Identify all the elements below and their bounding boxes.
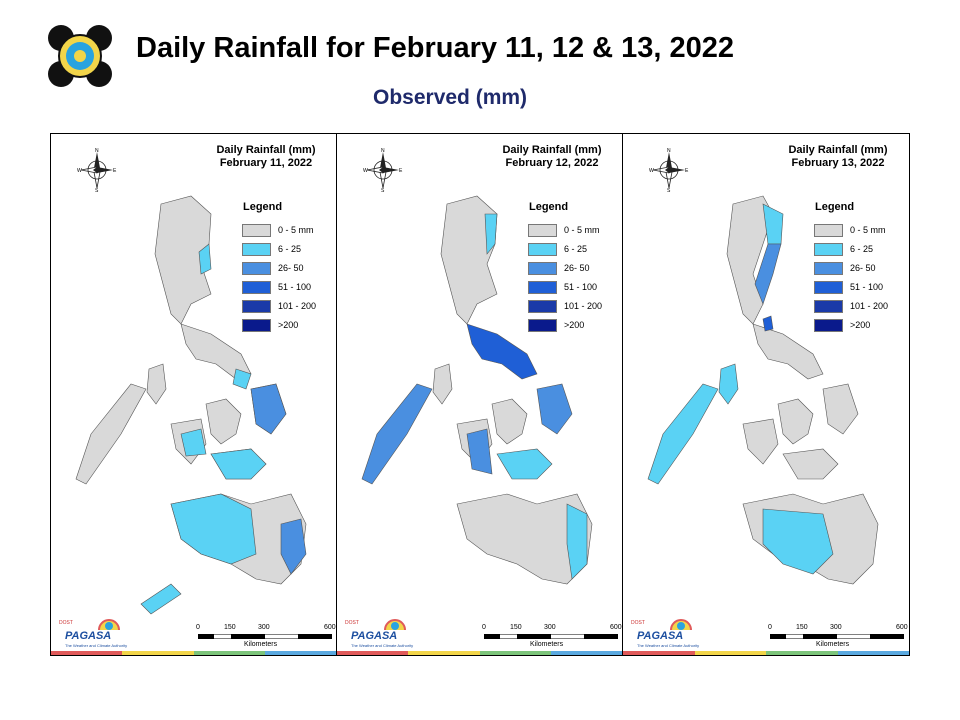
map-title-date: February 11, 2022 [219,157,313,169]
compass-rose-icon: N S W E [77,148,117,194]
map-panel-feb-11: N S W E Daily Rainfall (mm) February 11,… [51,134,337,655]
legend-label: 6 - 25 [564,244,588,254]
pagasa-tagline: The Weather and Climate Authority [65,643,128,648]
map-title-date: February 13, 2022 [791,157,885,169]
map-title-line1: Daily Rainfall (mm) [788,144,888,156]
svg-text:N: N [667,148,671,154]
svg-text:W: W [649,168,654,174]
legend-swatch [242,300,271,313]
compass-rose-icon: N S W E [363,148,403,194]
color-stripe [51,651,336,655]
pagasa-name: PAGASA [637,630,684,642]
scale-tick: 0 [482,624,486,631]
legend-swatch [242,262,271,275]
legend-label: 101 - 200 [850,301,889,311]
scale-tick: 300 [544,624,556,631]
pagasa-prefix: DOST [631,620,645,626]
legend-label: 51 - 100 [850,282,884,292]
legend-label: 0 - 5 mm [564,225,600,235]
scale-tick: 300 [258,624,270,631]
pagasa-logo: DOST PAGASA The Weather and Climate Auth… [343,616,413,650]
compass-w: W [77,168,82,174]
pagasa-logo: DOST PAGASA The Weather and Climate Auth… [57,616,127,650]
legend-label: 6 - 25 [278,244,302,254]
legend-title: Legend [815,201,855,213]
scale-tick: 150 [510,624,522,631]
legend-label: 6 - 25 [850,244,874,254]
svg-text:E: E [399,168,403,174]
legend-swatch [242,243,271,256]
scale-tick: 600 [324,624,336,631]
legend-label: 101 - 200 [564,301,603,311]
scale-bar: 0 150 300 600 Kilometers [768,624,908,652]
compass-s: S [95,188,99,192]
legend-label: 51 - 100 [564,282,598,292]
legend-swatch [242,281,271,294]
pagasa-tagline: The Weather and Climate Authority [351,643,414,648]
page-subtitle: Observed (mm) [373,86,528,109]
scale-tick: 0 [196,624,200,631]
legend-label: 0 - 5 mm [278,225,314,235]
pagasa-name: PAGASA [65,630,112,642]
pagasa-prefix: DOST [345,620,359,626]
legend-label: >200 [564,320,585,330]
philippines-map [361,195,593,585]
map-panel-feb-12: N S W E Daily Rainfall (mm) February 12,… [337,134,623,655]
map-title: Daily Rainfall (mm) February 11, 2022 [201,144,331,170]
rainfall-maps-container: N S W E Daily Rainfall (mm) February 11,… [50,133,910,656]
color-stripe [337,651,622,655]
map-title: Daily Rainfall (mm) February 13, 2022 [773,144,903,170]
legend-label: 0 - 5 mm [850,225,886,235]
scale-tick: 0 [768,624,772,631]
scale-tick: 300 [830,624,842,631]
compass-rose-icon: N S W E [649,148,689,194]
pagasa-tagline: The Weather and Climate Authority [637,643,700,648]
map-title-line1: Daily Rainfall (mm) [502,144,602,156]
svg-text:N: N [381,148,385,154]
pagasa-prefix: DOST [59,620,73,626]
pagasa-name: PAGASA [351,630,398,642]
page-title: Daily Rainfall for February 11, 12 & 13,… [136,32,735,64]
legend-label: >200 [278,320,299,330]
legend-swatch [242,319,271,332]
scale-unit: Kilometers [244,641,278,648]
map-panel-feb-13: N S W E Daily Rainfall (mm) February 13,… [623,134,909,655]
scale-bar: 0 150 300 600 Kilometers [482,624,622,652]
legend-title: Legend [243,201,283,213]
scale-unit: Kilometers [530,641,564,648]
philippines-map [647,195,879,585]
legend-label: 51 - 100 [278,282,312,292]
scale-tick: 600 [896,624,908,631]
legend-title: Legend [529,201,569,213]
svg-text:S: S [381,188,385,192]
scale-unit: Kilometers [816,641,850,648]
map-title: Daily Rainfall (mm) February 12, 2022 [487,144,617,170]
scale-tick: 150 [796,624,808,631]
compass-e: E [113,168,117,174]
legend-label: 26- 50 [278,263,304,273]
scale-bar: 0 150 300 600 Kilometers [196,624,336,652]
legend-label: 26- 50 [850,263,876,273]
compass-n: N [95,148,99,154]
svg-text:W: W [363,168,368,174]
scale-tick: 600 [610,624,622,631]
svg-text:S: S [667,188,671,192]
legend-label: 101 - 200 [278,301,317,311]
color-stripe [623,651,909,655]
scale-tick: 150 [224,624,236,631]
map-title-date: February 12, 2022 [505,157,599,169]
pagasa-seal-logo [47,24,113,88]
svg-text:E: E [685,168,689,174]
pagasa-logo: DOST PAGASA The Weather and Climate Auth… [629,616,699,650]
map-title-line1: Daily Rainfall (mm) [216,144,316,156]
legend-label: >200 [850,320,871,330]
legend-swatch [242,224,271,237]
philippines-map [75,195,307,615]
legend-label: 26- 50 [564,263,590,273]
